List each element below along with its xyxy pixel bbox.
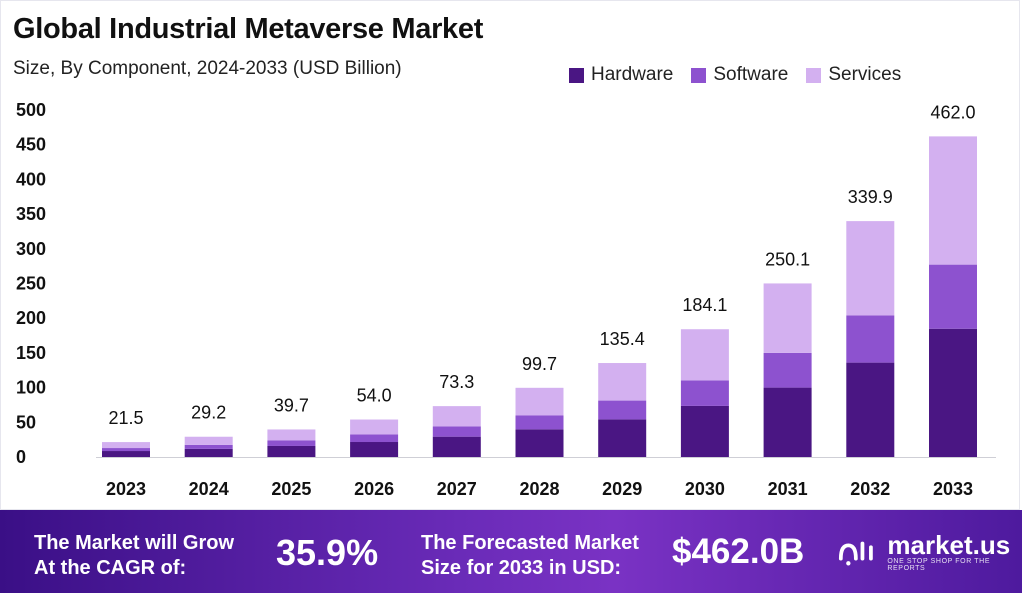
bar-hardware-2030 [680, 405, 729, 457]
bar-services-2027 [432, 406, 481, 427]
total-label-2030: 184.1 [682, 295, 727, 315]
legend-item-hardware: Hardware [569, 64, 673, 86]
x-tick-label-2024: 2024 [189, 479, 229, 499]
footer-banner: The Market will Grow At the CAGR of: 35.… [0, 510, 1022, 593]
bar-services-2025 [267, 429, 316, 441]
forecast-label: The Forecasted Market Size for 2033 in U… [421, 531, 639, 581]
x-tick-label-2027: 2027 [437, 479, 477, 499]
bar-hardware-2029 [598, 419, 647, 457]
y-tick-label: 150 [16, 343, 46, 363]
legend-item-services: Services [806, 64, 901, 86]
bar-hardware-2026 [350, 442, 399, 457]
forecast-label-line1: The Forecasted Market [421, 532, 639, 554]
x-tick-label-2026: 2026 [354, 479, 394, 499]
chart-legend: Hardware Software Services [569, 64, 919, 86]
total-label-2024: 29.2 [191, 403, 226, 423]
bar-services-2024 [184, 436, 233, 445]
bar-hardware-2023 [102, 451, 150, 457]
legend-label-services: Services [828, 64, 902, 85]
bar-hardware-2031 [763, 387, 812, 457]
cagr-label-line1: The Market will Grow [34, 532, 235, 554]
bar-software-2026 [350, 434, 399, 443]
total-label-2027: 73.3 [439, 372, 474, 392]
total-labels: 21.5 29.2 39.7 54.0 73.3 99.7 135.4 184.1 250.1 3… [108, 102, 975, 428]
bar-software-2030 [680, 380, 729, 406]
x-tick-label-2023: 2023 [106, 479, 146, 499]
bar-services-2031 [763, 283, 812, 353]
bar-software-2029 [598, 400, 647, 420]
x-tick-label-2029: 2029 [602, 479, 642, 499]
bar-services-2028 [515, 387, 564, 416]
forecast-label-line2: Size for 2033 in USD: [421, 557, 622, 579]
x-axis: 2023 2024 2025 2026 2027 2028 2029 2030 2031 2032… [106, 479, 973, 499]
bar-services-2023 [102, 442, 150, 449]
bar-hardware-2032 [846, 362, 895, 457]
y-tick-label: 0 [16, 447, 26, 467]
logo-mark-icon [838, 541, 873, 566]
bar-hardware-2028 [515, 429, 564, 457]
y-tick-label: 50 [16, 412, 36, 432]
legend-label-software: Software [713, 64, 789, 85]
total-label-2026: 54.0 [357, 386, 392, 406]
bar-hardware-2024 [184, 448, 233, 457]
y-tick-label: 500 [16, 100, 46, 120]
total-label-2033: 462.0 [930, 102, 975, 122]
bar-software-2031 [763, 352, 812, 388]
total-label-2032: 339.9 [848, 187, 893, 207]
x-tick-label-2033: 2033 [933, 479, 973, 499]
bar-software-2025 [267, 440, 316, 446]
y-tick-label: 250 [16, 274, 46, 294]
legend-swatch-software [691, 67, 707, 83]
bar-software-2033 [929, 264, 977, 329]
y-tick-label: 300 [16, 239, 46, 259]
cagr-label: The Market will Grow At the CAGR of: [34, 531, 234, 581]
total-label-2025: 39.7 [274, 395, 309, 415]
bar-hardware-2033 [929, 328, 977, 457]
forecast-value: $462.0B [672, 532, 805, 571]
cagr-value: 35.9% [276, 532, 379, 573]
legend-swatch-hardware [569, 67, 584, 83]
x-tick-label-2028: 2028 [519, 479, 559, 499]
x-tick-label-2025: 2025 [271, 479, 311, 499]
chart-title: Global Industrial Metaverse Market [13, 13, 484, 45]
bar-services-2026 [350, 419, 399, 435]
bar-software-2027 [432, 426, 481, 437]
total-label-2031: 250.1 [765, 249, 810, 269]
x-tick-label-2032: 2032 [850, 479, 890, 499]
x-tick-label-2030: 2030 [685, 479, 725, 499]
chart-subtitle: Size, By Component, 2024-2033 (USD Billi… [13, 58, 402, 79]
bar-services-2029 [598, 363, 647, 401]
y-tick-label: 100 [16, 378, 46, 398]
bar-software-2028 [515, 415, 564, 430]
logo-tagline: ONE STOP SHOP FOR THE REPORTS [887, 558, 991, 572]
bar-group [102, 136, 977, 457]
bar-hardware-2025 [267, 445, 316, 457]
bar-services-2033 [929, 136, 977, 265]
y-tick-label: 350 [16, 204, 46, 224]
cagr-label-line2: At the CAGR of: [34, 557, 187, 579]
bar-software-2023 [102, 448, 150, 452]
legend-swatch-services [806, 67, 822, 83]
chart-frame: Global Industrial Metaverse Market Size,… [0, 0, 1020, 510]
total-label-2028: 99.7 [522, 354, 557, 374]
y-tick-label: 450 [16, 135, 46, 155]
legend-label-hardware: Hardware [591, 64, 674, 85]
y-tick-label: 400 [16, 169, 46, 189]
bar-services-2030 [680, 329, 729, 381]
market-us-logo: market.us ONE STOP SHOP FOR THE REPORTS [838, 532, 1022, 572]
y-tick-label: 200 [16, 308, 46, 328]
bar-hardware-2027 [432, 436, 481, 457]
total-label-2029: 135.4 [600, 329, 645, 349]
legend-item-software: Software [691, 64, 788, 86]
logo-text: market.us ONE STOP SHOP FOR THE REPORTS [887, 532, 1022, 572]
logo-name: market.us [887, 530, 1011, 560]
total-label-2023: 21.5 [108, 408, 143, 428]
bar-software-2032 [846, 315, 895, 363]
bar-services-2032 [846, 221, 895, 316]
x-tick-label-2031: 2031 [768, 479, 808, 499]
bar-software-2024 [184, 444, 233, 449]
